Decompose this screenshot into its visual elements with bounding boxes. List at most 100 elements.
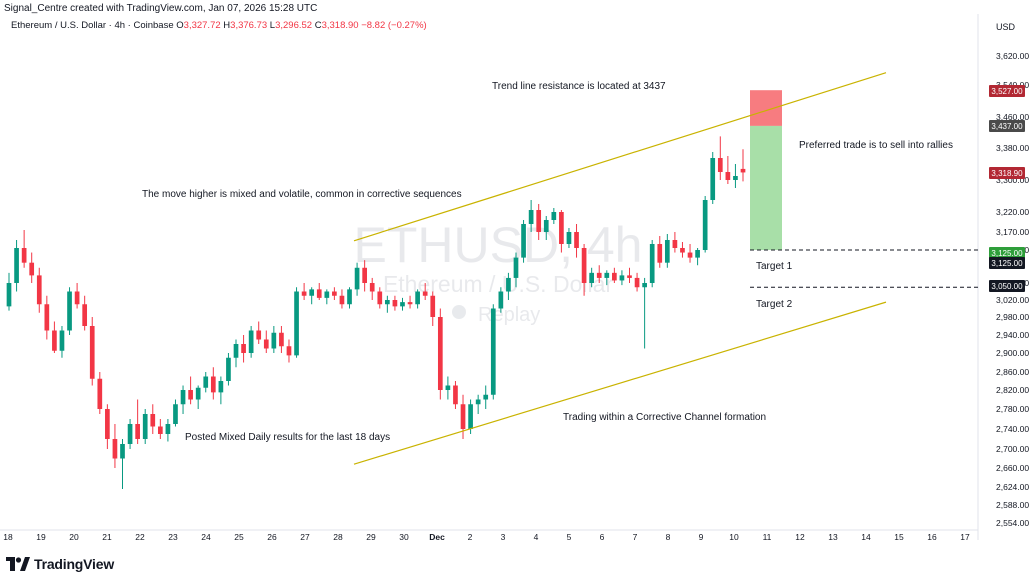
close-value: 3,318.90 −8.82 (−0.27%): [321, 20, 427, 31]
candle: [29, 252, 35, 283]
candle: [188, 376, 193, 405]
candle: [649, 240, 655, 288]
y-tick-label: 3,170.00: [996, 227, 1029, 237]
candle: [559, 210, 564, 253]
candle-body: [400, 302, 405, 307]
y-tick-label: 2,700.00: [996, 444, 1029, 454]
candle-body: [369, 283, 375, 292]
candle: [347, 287, 352, 309]
candle-body: [581, 248, 587, 283]
candle: [430, 291, 436, 326]
candle: [89, 317, 95, 386]
annotation-daily-results: Posted Mixed Daily results for the last …: [185, 432, 390, 443]
candle-body: [543, 220, 549, 232]
open-value: 3,327.72: [183, 20, 221, 31]
stop-loss-zone[interactable]: [750, 90, 782, 126]
tradingview-logo[interactable]: TradingView: [6, 556, 114, 572]
annotation-sell-rallies: Preferred trade is to sell into rallies: [799, 140, 953, 151]
candle-body: [142, 414, 148, 439]
candle: [680, 242, 685, 258]
candle: [369, 277, 375, 300]
x-tick-label: 11: [763, 532, 772, 542]
candle: [279, 326, 284, 353]
candle-body: [430, 295, 436, 317]
candle: [82, 295, 88, 331]
candle-body: [475, 399, 481, 405]
candle: [173, 399, 178, 427]
candle-body: [664, 240, 670, 263]
candle: [536, 204, 542, 240]
symbol-name[interactable]: Ethereum / U.S. Dollar · 4h · Coinbase: [11, 20, 174, 31]
tradingview-logo-icon: [6, 557, 30, 571]
x-tick-label: 26: [267, 532, 277, 542]
candle: [180, 385, 186, 414]
candle-body: [649, 244, 655, 283]
candle: [619, 270, 625, 286]
x-tick-label: 7: [633, 532, 638, 542]
candle-body: [422, 291, 428, 296]
candle: [59, 326, 65, 358]
candle-body: [657, 244, 663, 263]
currency-label[interactable]: USD: [996, 22, 1016, 32]
x-tick-label: 25: [234, 532, 244, 542]
candle: [203, 372, 209, 393]
take-profit-zone[interactable]: [750, 125, 782, 250]
candle: [392, 295, 398, 311]
candle: [248, 326, 254, 358]
watermark-ticker: ETHUSD, 4h: [354, 217, 643, 273]
candle-body: [14, 248, 19, 283]
candle: [483, 385, 489, 409]
tradingview-logo-text: TradingView: [34, 556, 115, 572]
x-tick-label: Dec: [429, 532, 445, 542]
candle: [157, 419, 163, 439]
channel-upper-line[interactable]: [353, 72, 887, 242]
symbol-legend: Ethereum / U.S. Dollar · 4h · Coinbase O…: [11, 20, 427, 31]
candle: [717, 136, 723, 180]
candle-body: [589, 272, 595, 283]
candle: [695, 248, 700, 266]
candle-body: [218, 381, 224, 393]
candle: [581, 244, 587, 296]
candle: [528, 200, 534, 232]
candle: [21, 230, 27, 268]
candle-body: [559, 212, 564, 244]
candle-body: [740, 168, 746, 173]
candle: [604, 270, 610, 286]
x-tick-label: 8: [666, 532, 671, 542]
candle-body: [680, 248, 685, 253]
candle-body: [642, 283, 647, 288]
y-tick-label: 2,554.00: [996, 518, 1029, 528]
candle-body: [112, 439, 118, 459]
price-label-target2: 3,050.00: [989, 280, 1025, 292]
candle: [332, 287, 337, 300]
candle-body: [468, 404, 473, 429]
candle-body: [453, 385, 458, 405]
channel-lower-line[interactable]: [353, 301, 887, 465]
candle: [263, 330, 269, 353]
candle: [551, 208, 557, 224]
y-tick-label: 3,220.00: [996, 207, 1029, 217]
y-tick-label: 2,660.00: [996, 463, 1029, 473]
price-label-text: 3,527.00: [991, 87, 1023, 96]
y-tick-label: 2,740.00: [996, 424, 1029, 434]
candle: [233, 339, 239, 368]
candle: [460, 394, 466, 439]
candle: [14, 240, 19, 292]
candle: [407, 295, 413, 309]
x-tick-label: 21: [102, 532, 112, 542]
open-label: O: [176, 20, 184, 31]
candle: [67, 287, 72, 335]
high-label: H: [223, 20, 231, 31]
candle: [210, 367, 216, 400]
candle: [127, 419, 133, 449]
candle: [664, 234, 670, 268]
candle-body: [324, 291, 330, 298]
price-label-text: 3,125.00: [991, 249, 1023, 258]
candle-body: [513, 257, 519, 278]
candle-body: [52, 330, 57, 351]
candle: [377, 287, 383, 309]
candle: [566, 228, 572, 248]
candle-body: [672, 240, 678, 248]
x-tick-label: 13: [828, 532, 838, 542]
